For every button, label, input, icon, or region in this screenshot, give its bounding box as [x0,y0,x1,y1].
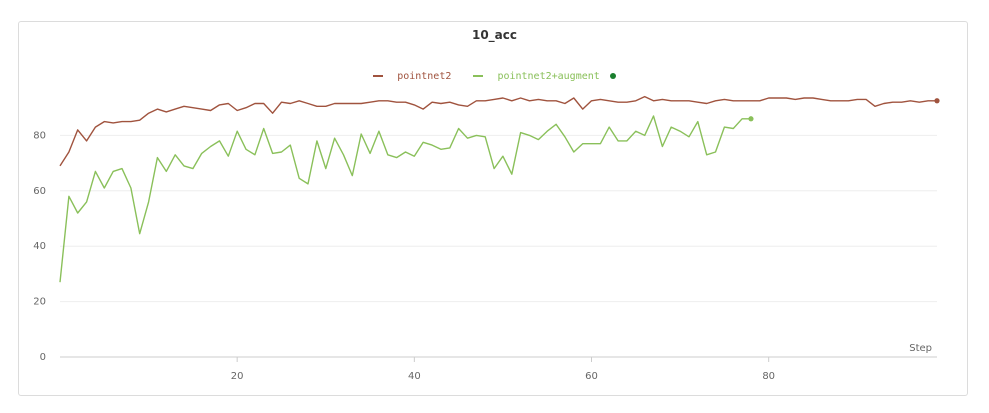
series-end-point-1 [748,116,754,122]
x-tick-label: 20 [231,371,244,382]
y-tick-label: 0 [40,352,46,363]
series-line-1[interactable] [59,115,751,283]
legend-active-dot [609,73,616,79]
axis-layer: 0 20 40 60 80 20 40 60 80 [33,130,937,382]
legend-item-pointnet2[interactable]: pointnet2 [373,71,451,82]
y-tick-label: 40 [33,241,46,252]
legend-item-pointnet2-augment[interactable]: pointnet2+augment [473,71,616,82]
series-end-point-0 [934,98,940,104]
legend-swatch-pointnet2-augment [473,75,484,77]
legend-label-pointnet2: pointnet2 [397,71,452,82]
x-tick-label: 60 [585,371,598,382]
x-tick-label: 40 [408,371,421,382]
series-line-0[interactable] [59,95,937,167]
y-tick-label: 80 [33,130,46,141]
y-tick-label: 20 [33,297,46,308]
legend-label-pointnet2-augment: pointnet2+augment [497,71,600,82]
series-layer [59,95,940,283]
legend-swatch-pointnet2 [373,75,384,77]
chart-title: 10_acc [471,28,518,42]
chart-legend: pointnet2 pointnet2+augment [0,71,989,82]
y-tick-label: 60 [33,186,46,197]
grid-layer [60,134,937,303]
x-tick-label: 80 [762,371,775,382]
x-axis-title: Step [909,343,932,354]
chart-panel [18,21,968,396]
